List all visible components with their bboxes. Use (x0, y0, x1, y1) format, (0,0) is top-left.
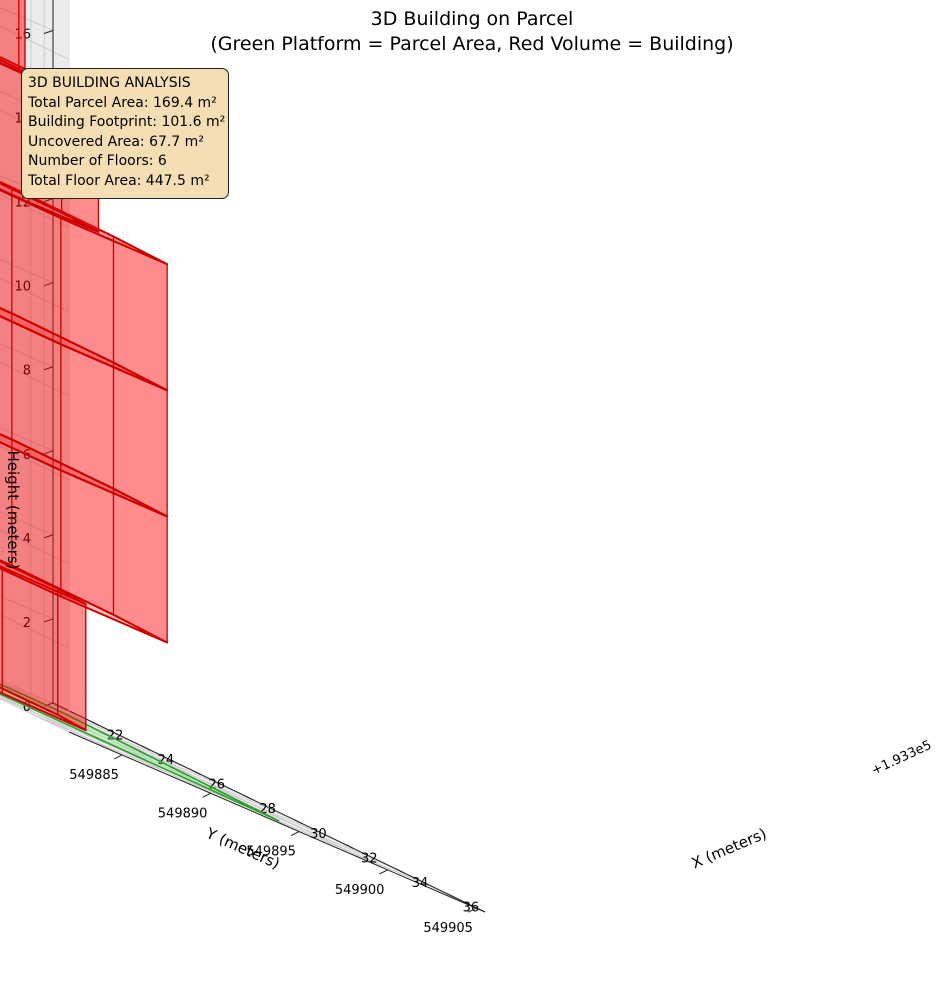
x-tick-mark (395, 868, 405, 874)
z-tick-mark (43, 450, 54, 455)
building-floor-4-base (0, 307, 169, 392)
grid-line-y-floor (0, 695, 123, 756)
z-tick-mark (43, 29, 54, 34)
stat-building-footprint: Building Footprint: 101.6 m² (28, 114, 226, 131)
y-tick-mark (379, 869, 388, 875)
building-floor-6-wall (18, 0, 26, 73)
building-floor-2-base (0, 559, 169, 644)
grid-line-x-floor (0, 694, 346, 845)
stat-number-of-floors: Number of Floors: 6 (28, 153, 167, 170)
building-floor-6-wall (0, 0, 20, 73)
y-tick-label: 549895 (246, 845, 296, 860)
building-floor-1-base (0, 686, 87, 732)
z-tick-label: 0 (23, 700, 31, 715)
x-tick-mark (345, 843, 354, 849)
x-tick-mark (446, 893, 456, 899)
building-floor-5-base (0, 182, 100, 233)
grid-line-x-floor (0, 684, 143, 747)
z-axis-label: Height (meters) (4, 451, 22, 570)
grid-line-x-floor (0, 686, 193, 772)
y-tick-mark (113, 754, 123, 760)
z-tick-label: 10 (14, 280, 31, 295)
stat-uncovered-area: Uncovered Area: 67.7 m² (28, 133, 204, 150)
z-tick-label: 8 (23, 364, 31, 379)
stat-total-parcel-area: Total Parcel Area: 169.4 m² (28, 94, 217, 111)
grid-line-x-floor (0, 681, 92, 722)
x-axis-line (52, 702, 486, 913)
chart-title: 3D Building on Parcel (371, 8, 574, 30)
z-tick-mark (43, 282, 54, 287)
grid-line-y-floor (0, 690, 211, 794)
y-tick-label: 549905 (423, 921, 473, 936)
y-tick-mark (290, 831, 300, 837)
z-tick-mark (43, 366, 54, 371)
x-tick-label: 26 (208, 778, 225, 793)
x-tick-label: 22 (107, 728, 124, 743)
x-tick-mark (90, 720, 100, 726)
grid-line-y-floor (0, 681, 388, 871)
y-tick-mark (202, 792, 211, 798)
parcel-layer (0, 683, 280, 822)
y-tick-label: 549885 (69, 768, 119, 783)
x-tick-label: 32 (361, 851, 378, 866)
x-tick-label: 36 (463, 901, 480, 916)
building-floor-6-base (0, 58, 26, 74)
info-box-title: 3D BUILDING ANALYSIS (28, 75, 191, 91)
chart-subtitle: (Green Platform = Parcel Area, Red Volum… (210, 33, 733, 55)
y-tick-label: 549890 (158, 806, 208, 821)
building-floor-3-base (0, 433, 169, 518)
analysis-info-box: 3D BUILDING ANALYSIS Total Parcel Area: … (21, 68, 229, 199)
z-tick-mark (43, 534, 54, 539)
x-tick-mark (243, 794, 252, 800)
y-tick-label: 549900 (335, 883, 385, 898)
x-tick-label: 34 (412, 876, 429, 891)
x-tick-label: 24 (158, 753, 175, 768)
stat-total-floor-area: Total Floor Area: 447.5 m² (28, 172, 210, 189)
x-tick-mark (192, 770, 201, 776)
building-floor-1-wall (57, 588, 87, 731)
axes-ticks: 2224262830323436549885549890549895549900… (14, 27, 480, 936)
z-tick-mark (43, 618, 54, 623)
y-tick-mark (467, 907, 477, 913)
x-tick-label: 30 (310, 827, 327, 842)
x-axis-label: X (meters) (689, 825, 769, 873)
z-tick-label: 4 (23, 532, 31, 547)
x-tick-mark (294, 819, 303, 825)
y-axis-line (68, 731, 486, 913)
parcel-polygon (0, 683, 280, 822)
x-tick-mark (141, 745, 151, 751)
z-tick-mark (43, 198, 54, 203)
x-offset-label: +1.933e5 (869, 738, 934, 779)
z-tick-label: 2 (23, 616, 31, 631)
